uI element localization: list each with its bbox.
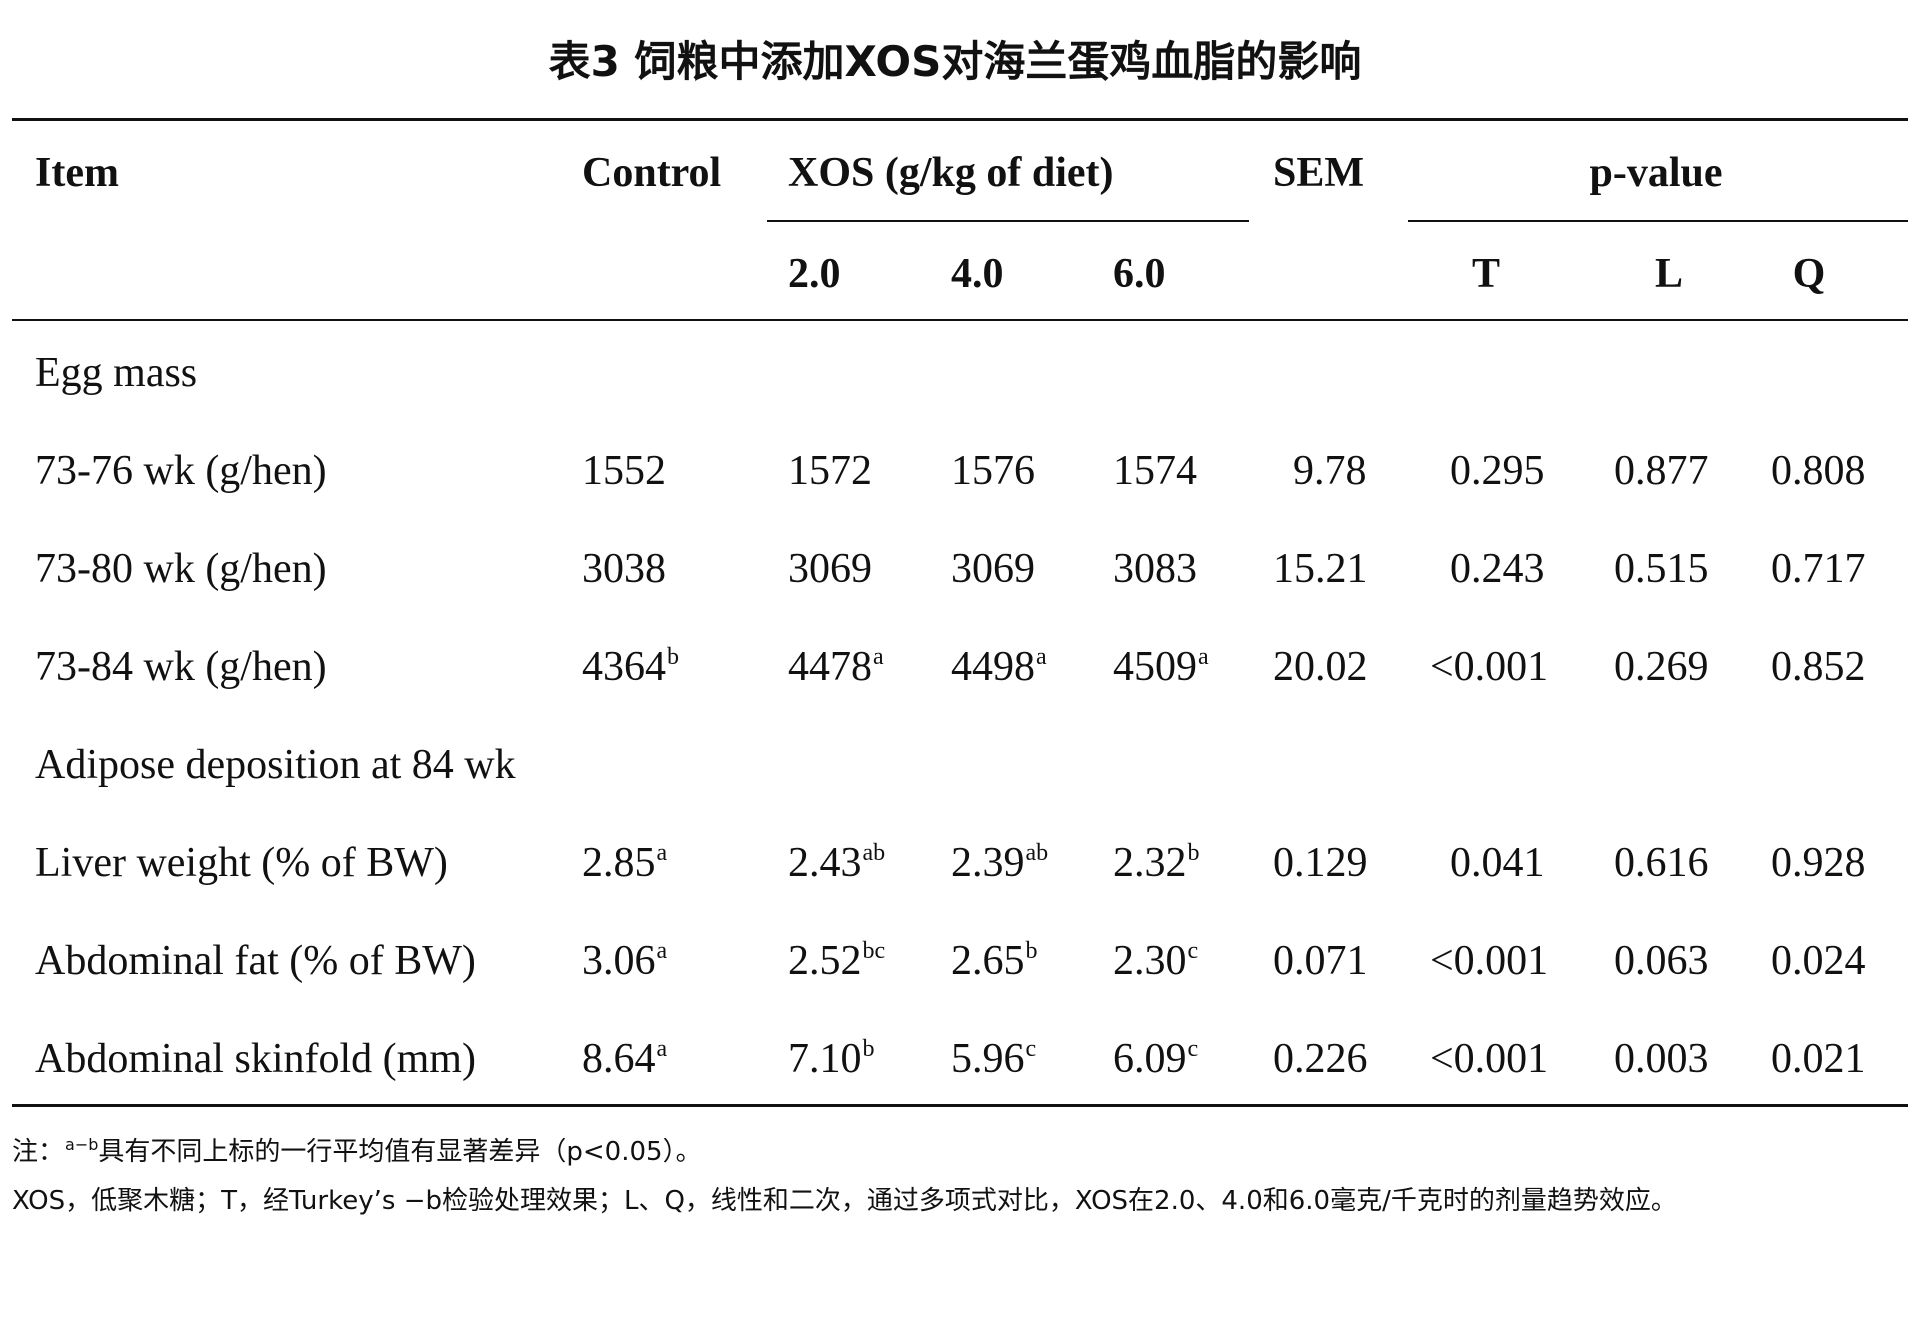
cell-xos-2: 1572 <box>788 448 872 494</box>
cell-p-q: 0.852 <box>1771 644 1866 690</box>
cell-xos-4: 5.96c <box>951 1036 1037 1082</box>
header-dose-2: 2.0 <box>788 251 841 297</box>
cell-xos-2: 3069 <box>788 546 872 592</box>
cell-sem: 0.226 <box>1273 1036 1368 1082</box>
cell-p-q: 0.928 <box>1771 840 1866 886</box>
row-item: Abdominal skinfold (mm) <box>35 1036 476 1082</box>
header-control: Control <box>582 150 722 196</box>
header-pvalue-group: p-value <box>1589 150 1723 196</box>
cell-p-t: <0.001 <box>1430 938 1549 984</box>
cell-xos-6: 6.09c <box>1113 1036 1199 1082</box>
cell-sem: 15.21 <box>1273 546 1368 592</box>
cell-xos-4: 2.65b <box>951 938 1038 984</box>
pvalue-group-rule <box>1408 220 1908 222</box>
cell-p-l: 0.616 <box>1614 840 1709 886</box>
cell-control: 1552 <box>582 448 666 494</box>
cell-xos-6: 2.32b <box>1113 840 1200 886</box>
cell-p-l: 0.063 <box>1614 938 1709 984</box>
cell-p-q: 0.024 <box>1771 938 1866 984</box>
header-dose-4: 4.0 <box>951 251 1004 297</box>
cell-control: 3038 <box>582 546 666 592</box>
cell-xos-2: 2.43ab <box>788 840 886 886</box>
cell-p-q: 0.021 <box>1771 1036 1866 1082</box>
cell-sem: 0.129 <box>1273 840 1368 886</box>
cell-xos-4: 3069 <box>951 546 1035 592</box>
cell-xos-2: 2.52bc <box>788 938 886 984</box>
cell-xos-4: 2.39ab <box>951 840 1049 886</box>
header-p-q: Q <box>1792 251 1826 297</box>
header-sem: SEM <box>1273 150 1365 196</box>
cell-sem: 20.02 <box>1273 644 1368 690</box>
cell-control: 4364b <box>582 644 679 690</box>
header-p-t: T <box>1471 251 1501 297</box>
header-bottom-rule <box>12 319 1908 321</box>
cell-xos-2: 4478a <box>788 644 884 690</box>
row-item: 73-80 wk (g/hen) <box>35 546 327 592</box>
cell-xos-6: 1574 <box>1113 448 1197 494</box>
section-label-egg-mass: Egg mass <box>35 350 198 396</box>
cell-control: 3.06a <box>582 938 668 984</box>
header-p-l: L <box>1654 251 1684 297</box>
cell-p-l: 0.003 <box>1614 1036 1709 1082</box>
row-item: 73-76 wk (g/hen) <box>35 448 327 494</box>
header-dose-6: 6.0 <box>1113 251 1166 297</box>
cell-xos-6: 3083 <box>1113 546 1197 592</box>
cell-p-l: 0.877 <box>1614 448 1709 494</box>
top-rule <box>12 118 1908 121</box>
header-xos-group: XOS (g/kg of diet) <box>788 150 1114 196</box>
footnote-abbreviations: XOS，低聚木糖；T，经Turkey’s −b检验处理效果；L、Q，线性和二次，… <box>12 1186 1677 1216</box>
cell-control: 2.85a <box>582 840 668 886</box>
cell-p-t: <0.001 <box>1430 1036 1549 1082</box>
cell-xos-6: 2.30c <box>1113 938 1199 984</box>
row-item: Abdominal fat (% of BW) <box>35 938 476 984</box>
table-title: 表3 饲粮中添加XOS对海兰蛋鸡血脂的影响 <box>548 37 1362 86</box>
row-item: Liver weight (% of BW) <box>35 840 448 886</box>
cell-p-t: 0.041 <box>1450 840 1545 886</box>
cell-sem: 9.78 <box>1293 448 1367 494</box>
cell-p-t: <0.001 <box>1430 644 1549 690</box>
cell-p-l: 0.269 <box>1614 644 1709 690</box>
section-label-adipose: Adipose deposition at 84 wk <box>35 742 516 788</box>
cell-p-t: 0.295 <box>1450 448 1545 494</box>
cell-p-q: 0.808 <box>1771 448 1866 494</box>
cell-control: 8.64a <box>582 1036 668 1082</box>
cell-p-l: 0.515 <box>1614 546 1709 592</box>
cell-xos-4: 1576 <box>951 448 1035 494</box>
cell-p-t: 0.243 <box>1450 546 1545 592</box>
footnote-significance: 注：a−b具有不同上标的一行平均值有显著差异（p<0.05）。 <box>12 1135 702 1167</box>
cell-xos-2: 7.10b <box>788 1036 875 1082</box>
bottom-rule <box>12 1104 1908 1107</box>
cell-xos-4: 4498a <box>951 644 1047 690</box>
row-item: 73-84 wk (g/hen) <box>35 644 327 690</box>
cell-sem: 0.071 <box>1273 938 1368 984</box>
cell-p-q: 0.717 <box>1771 546 1866 592</box>
header-item: Item <box>35 150 119 196</box>
cell-xos-6: 4509a <box>1113 644 1209 690</box>
xos-group-rule <box>767 220 1249 222</box>
